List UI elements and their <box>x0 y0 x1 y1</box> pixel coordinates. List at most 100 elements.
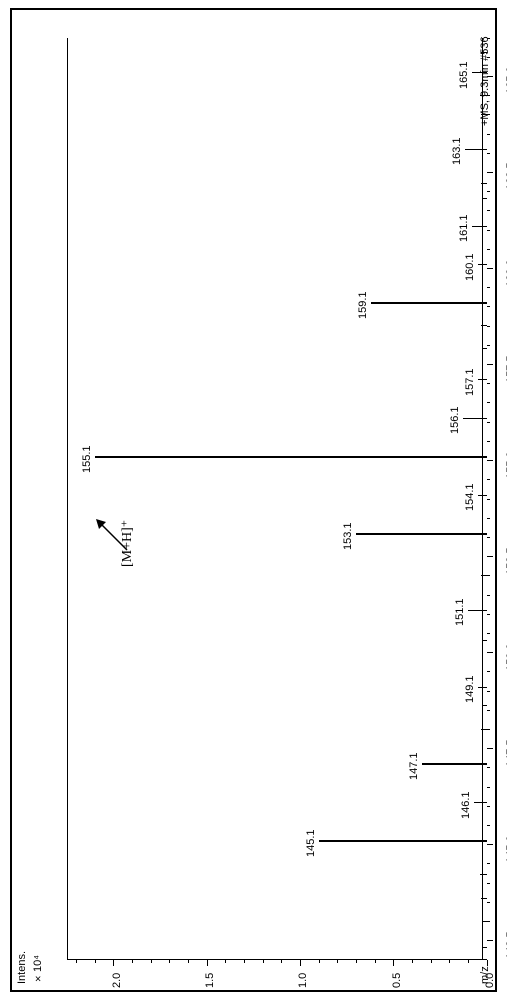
intensity-tick-label: 0.0 <box>484 968 496 988</box>
intensity-minor-tick <box>132 960 133 963</box>
baseline-noise <box>481 575 487 576</box>
mz-tick <box>487 172 493 173</box>
baseline-noise <box>481 52 487 53</box>
intensity-minor-tick <box>95 960 96 963</box>
intensity-axis-label: Intens. <box>16 939 28 984</box>
intensity-minor-tick <box>169 960 170 963</box>
intensity-minor-tick <box>76 960 77 963</box>
intensity-tick <box>393 960 394 966</box>
ms-peak-label: 146.1 <box>460 787 472 819</box>
intensity-minor-tick <box>449 960 450 963</box>
mz-minor-tick <box>487 422 490 423</box>
mz-minor-tick <box>487 249 490 250</box>
mz-minor-tick <box>487 671 490 672</box>
mz-minor-tick <box>487 729 490 730</box>
ms-peak-label: 145.1 <box>305 825 317 857</box>
mz-minor-tick <box>487 57 490 58</box>
ms-peak <box>472 72 487 73</box>
chart-frame: +MS, 9.3min #536 Intens. ×10⁴ m/z 142.51… <box>10 8 497 992</box>
mz-tick <box>487 460 493 461</box>
mz-minor-tick <box>487 287 490 288</box>
intensity-minor-tick <box>244 960 245 963</box>
mz-tick <box>487 364 493 365</box>
ms-peak <box>95 456 487 458</box>
intensity-minor-tick <box>151 960 152 963</box>
mz-minor-tick <box>487 134 490 135</box>
ms-peak <box>478 264 487 265</box>
mz-minor-tick <box>487 38 490 39</box>
mz-minor-tick <box>487 825 490 826</box>
intensity-tick <box>113 960 114 966</box>
mz-minor-tick <box>487 345 490 346</box>
ms-peak-label: 161.1 <box>458 210 470 242</box>
ms-peak-label: 153.1 <box>342 518 354 550</box>
mz-minor-tick <box>487 191 490 192</box>
ms-peak-label: 157.1 <box>464 364 476 396</box>
intensity-minor-tick <box>337 960 338 963</box>
mz-minor-tick <box>487 633 490 634</box>
baseline-noise <box>480 95 487 96</box>
baseline-noise <box>483 705 487 706</box>
ms-peak-label: 147.1 <box>408 748 420 780</box>
intensity-scale-label: ×10⁴ <box>32 949 44 984</box>
mz-minor-tick <box>487 691 490 692</box>
ms-peak-label: 149.1 <box>464 671 476 703</box>
ms-peak <box>478 379 487 380</box>
mz-minor-tick <box>487 518 490 519</box>
ms-peak <box>356 533 487 535</box>
intensity-tick-label: 2.0 <box>111 968 123 988</box>
mz-minor-tick <box>487 95 490 96</box>
ms-peak-label: 151.1 <box>454 594 466 626</box>
ms-peak-label: 159.1 <box>357 287 369 319</box>
mz-tick <box>487 76 493 77</box>
mz-minor-tick <box>487 210 490 211</box>
mz-minor-tick <box>487 883 490 884</box>
mz-minor-tick <box>487 595 490 596</box>
mz-tick <box>487 556 493 557</box>
ms-peak <box>463 418 487 419</box>
annotation-arrow-icon <box>92 515 132 555</box>
ms-peak <box>465 149 487 150</box>
mz-minor-tick <box>487 153 490 154</box>
intensity-minor-tick <box>375 960 376 963</box>
mz-minor-tick <box>487 614 490 615</box>
mz-minor-tick <box>487 326 490 327</box>
intensity-tick <box>207 960 208 966</box>
intensity-minor-tick <box>188 960 189 963</box>
baseline-noise <box>481 114 487 115</box>
ms-peak-label: 155.1 <box>81 441 93 473</box>
mz-tick <box>487 844 493 845</box>
ms-peak-label: 154.1 <box>464 479 476 511</box>
ms-peak <box>478 495 487 496</box>
intensity-minor-tick <box>225 960 226 963</box>
intensity-tick-label: 1.5 <box>204 968 216 988</box>
baseline-noise <box>483 947 487 948</box>
ms-peak <box>478 687 487 688</box>
intensity-minor-tick <box>319 960 320 963</box>
intensity-minor-tick <box>281 960 282 963</box>
mz-minor-tick <box>487 402 490 403</box>
ms-peak-label: 165.1 <box>458 57 470 89</box>
mz-minor-tick <box>487 114 490 115</box>
mz-minor-tick <box>487 479 490 480</box>
ms-peak-label: 160.1 <box>464 249 476 281</box>
baseline-noise <box>480 874 487 875</box>
baseline-noise <box>481 729 487 730</box>
baseline-noise <box>482 348 487 349</box>
mz-minor-tick <box>487 863 490 864</box>
ms-peak <box>319 840 487 842</box>
baseline-noise <box>481 898 487 899</box>
intensity-minor-tick <box>431 960 432 963</box>
mz-minor-tick <box>487 306 490 307</box>
mz-minor-tick <box>487 787 490 788</box>
intensity-tick <box>487 960 488 966</box>
mz-tick <box>487 268 493 269</box>
intensity-minor-tick <box>412 960 413 963</box>
baseline-noise <box>482 640 487 641</box>
mz-minor-tick <box>487 383 490 384</box>
mz-tick <box>487 748 493 749</box>
baseline-noise <box>482 921 487 922</box>
ms-peak <box>472 226 487 227</box>
mz-tick <box>487 652 493 653</box>
mz-minor-tick <box>487 499 490 500</box>
